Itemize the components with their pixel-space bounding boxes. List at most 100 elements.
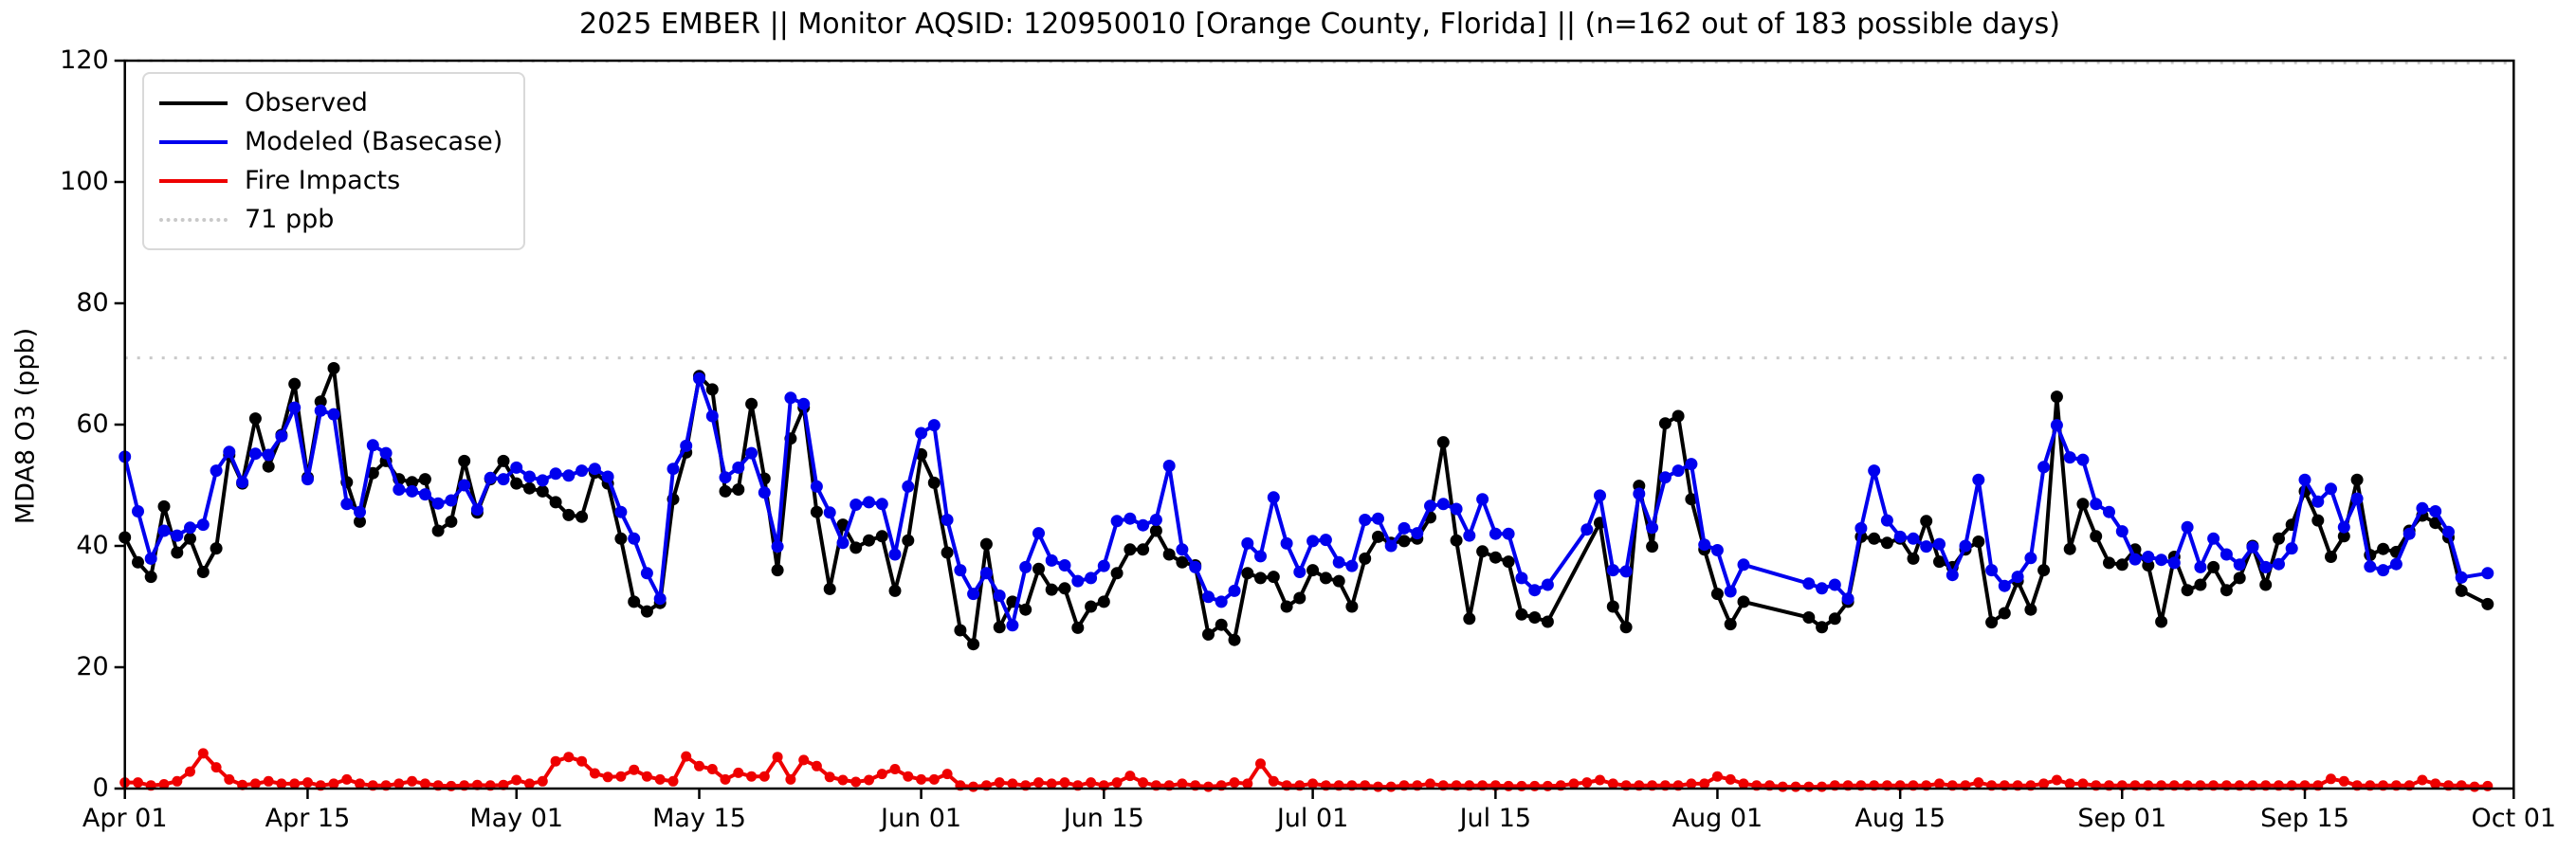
data-point-marker xyxy=(771,564,784,577)
data-point-marker xyxy=(2063,451,2076,464)
data-point-marker xyxy=(1581,777,1593,789)
data-point-marker xyxy=(1985,616,1999,629)
data-point-marker xyxy=(1489,551,1502,564)
data-point-marker xyxy=(1373,781,1383,792)
data-point-marker xyxy=(2181,584,2194,597)
data-point-marker xyxy=(1006,619,1019,632)
data-point-marker xyxy=(196,566,210,578)
data-point-marker xyxy=(1724,618,1737,631)
data-point-marker xyxy=(719,471,732,484)
data-point-marker xyxy=(2285,542,2298,555)
data-point-marker xyxy=(954,564,967,577)
data-point-marker xyxy=(979,537,993,551)
y-tick-label: 120 xyxy=(60,45,109,75)
data-point-marker xyxy=(1973,777,1984,789)
data-point-marker xyxy=(1737,595,1750,608)
data-point-marker xyxy=(1828,578,1841,591)
data-point-marker xyxy=(1841,592,1854,606)
data-point-marker xyxy=(2050,390,2063,404)
data-point-marker xyxy=(2402,527,2416,540)
data-point-marker xyxy=(746,771,758,782)
threshold-line-sample xyxy=(159,217,228,222)
data-point-marker xyxy=(705,383,719,396)
data-point-marker xyxy=(458,479,471,492)
data-point-marker xyxy=(2417,774,2428,786)
data-point-marker xyxy=(2038,778,2050,789)
x-tick-label: Apr 01 xyxy=(82,804,168,833)
data-point-marker xyxy=(1137,543,1150,556)
data-point-marker xyxy=(1332,574,1345,588)
data-point-marker xyxy=(1934,778,1945,789)
data-point-marker xyxy=(575,510,589,523)
data-point-marker xyxy=(248,447,262,461)
data-point-marker xyxy=(2429,505,2442,517)
data-point-marker xyxy=(614,505,628,518)
data-point-marker xyxy=(1528,584,1542,597)
data-point-marker xyxy=(301,473,314,486)
data-point-marker xyxy=(1085,600,1098,613)
data-point-marker xyxy=(1817,781,1828,792)
data-point-marker xyxy=(993,621,1006,634)
legend-label-fire: Fire Impacts xyxy=(245,166,401,195)
data-point-marker xyxy=(1998,579,2011,592)
data-point-marker xyxy=(588,463,601,476)
data-point-marker xyxy=(1071,621,1085,634)
data-point-marker xyxy=(850,776,862,788)
data-point-marker xyxy=(1254,550,1267,563)
data-point-marker xyxy=(497,473,510,486)
data-point-marker xyxy=(993,590,1006,602)
x-tick-label: Jun 01 xyxy=(880,804,962,833)
data-point-marker xyxy=(1698,538,1711,552)
data-point-marker xyxy=(210,542,223,555)
data-point-marker xyxy=(2273,532,2285,545)
data-point-marker xyxy=(1398,521,1411,535)
data-point-marker xyxy=(1280,600,1293,613)
data-point-marker xyxy=(1658,471,1672,484)
data-point-marker xyxy=(705,409,719,423)
data-point-marker xyxy=(1463,612,1476,626)
data-point-marker xyxy=(1959,539,1972,553)
data-point-marker xyxy=(1424,499,1436,513)
x-tick-label: Sep 01 xyxy=(2077,804,2167,833)
y-tick-label: 60 xyxy=(76,409,109,439)
data-point-marker xyxy=(2076,498,2090,511)
data-point-marker xyxy=(1110,515,1124,528)
data-point-marker xyxy=(2364,560,2377,573)
data-point-marker xyxy=(355,778,365,789)
data-point-marker xyxy=(327,408,340,421)
data-point-marker xyxy=(2337,530,2350,543)
data-point-marker xyxy=(1607,778,1618,789)
data-point-marker xyxy=(2416,501,2429,515)
data-point-marker xyxy=(2481,597,2494,610)
data-point-marker xyxy=(824,771,835,783)
data-point-marker xyxy=(1280,536,1293,550)
x-tick-label: Jun 15 xyxy=(1063,804,1144,833)
data-point-marker xyxy=(602,771,613,783)
data-point-marker xyxy=(810,505,823,518)
data-point-marker xyxy=(1568,778,1580,789)
data-point-marker xyxy=(144,571,157,584)
data-point-marker xyxy=(2050,419,2063,432)
data-point-marker xyxy=(902,480,915,493)
data-point-marker xyxy=(1737,558,1750,572)
legend-row-modeled: Modeled (Basecase) xyxy=(159,122,502,161)
data-point-marker xyxy=(1868,464,1881,478)
data-point-marker xyxy=(1345,600,1359,613)
data-point-marker xyxy=(1803,781,1815,792)
data-point-marker xyxy=(1476,545,1489,558)
data-point-marker xyxy=(615,771,627,782)
data-point-marker xyxy=(1411,527,1424,540)
data-point-marker xyxy=(889,764,901,774)
data-point-marker xyxy=(1162,548,1176,561)
data-point-marker xyxy=(366,439,379,452)
data-point-marker xyxy=(2090,530,2103,543)
data-point-marker xyxy=(694,760,704,771)
data-point-marker xyxy=(1738,778,1749,789)
data-point-marker xyxy=(903,771,914,782)
data-point-marker xyxy=(614,532,628,545)
data-point-marker xyxy=(418,488,431,501)
data-point-marker xyxy=(2389,557,2402,571)
data-point-marker xyxy=(563,752,575,763)
fire-line-sample xyxy=(159,178,228,183)
data-point-marker xyxy=(653,592,667,606)
